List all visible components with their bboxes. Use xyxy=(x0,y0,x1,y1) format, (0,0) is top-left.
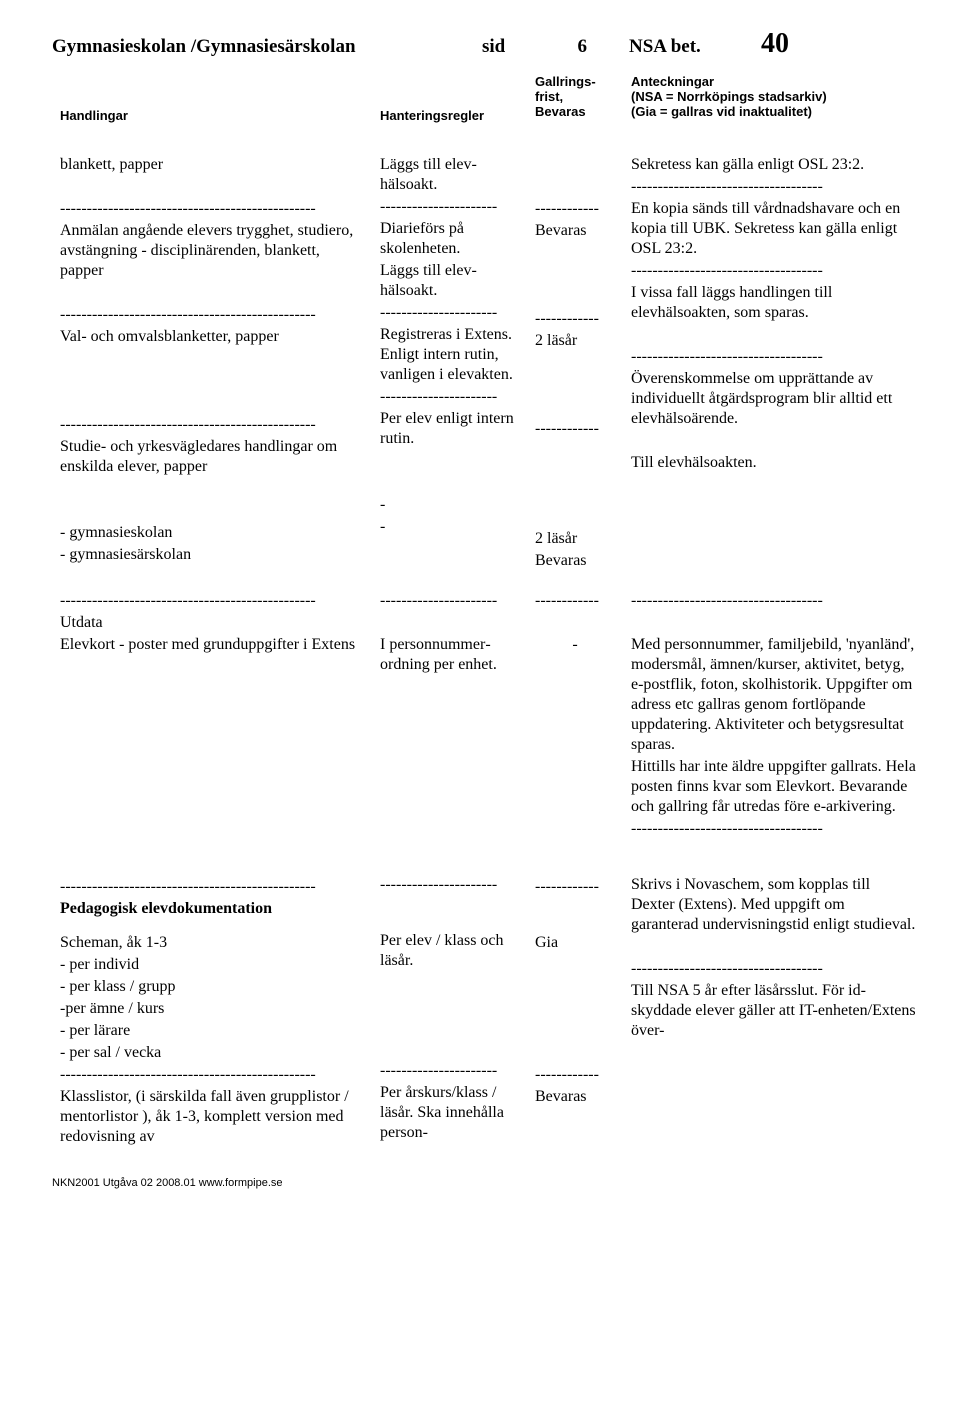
r8c4: Till NSA 5 år efter läsårsslut. För id-s… xyxy=(631,981,916,1041)
r7c1f: - per sal / vecka xyxy=(60,1043,364,1063)
r7c1d: -per ämne / kurs xyxy=(60,999,364,1019)
r7c1b: - per individ xyxy=(60,955,364,975)
dash: ---------------------- xyxy=(380,875,519,895)
dash: ------------ xyxy=(535,1065,615,1085)
dash: ---------------------- xyxy=(380,591,519,611)
header-row: Handlingar Hanteringsregler Gallrings- f… xyxy=(52,66,924,145)
dash: ----------------------------------------… xyxy=(60,199,364,219)
c4-2: ------------------------------------ Med… xyxy=(623,581,924,1157)
r4c1b: - gymnasieskolan xyxy=(60,523,364,543)
dash: ------------ xyxy=(535,309,615,329)
r1c4: Sekretess kan gälla enligt OSL 23:2. xyxy=(631,155,916,175)
h4c: (Gia = gallras vid inaktualitet) xyxy=(631,104,916,119)
dash: ------------ xyxy=(535,877,615,897)
r2c2b: Läggs till elev­hälsoakt. xyxy=(380,261,519,301)
dash: ------------------------------------ xyxy=(631,177,916,197)
r4c3b: 2 läsår xyxy=(535,529,615,549)
dash: ----------------------------------------… xyxy=(60,877,364,897)
h4b: (NSA = Norrköpings stadsarkiv) xyxy=(631,89,916,104)
dash: ---------------------- xyxy=(380,197,519,217)
h3c: Bevaras xyxy=(535,104,615,119)
h2: Hanteringsregler xyxy=(380,108,484,123)
r8c1: Klasslistor, (i särskilda fall även grup… xyxy=(60,1087,364,1147)
r4c2c: - xyxy=(380,517,519,537)
nsa-label: NSA bet. xyxy=(629,36,759,58)
r4c1c: - gymnasiesärskolan xyxy=(60,545,364,565)
r5c1a: Utdata xyxy=(60,613,364,633)
r4c3c: Bevaras xyxy=(535,551,615,571)
footer-text: NKN2001 Utgåva 02 2008.01 www.formpipe.s… xyxy=(52,1177,924,1189)
h3a: Gallrings- xyxy=(535,74,615,89)
r8c3: Bevaras xyxy=(535,1087,615,1107)
body-row-2: ----------------------------------------… xyxy=(52,581,924,1157)
r4c4a: Överenskommelse om upp­rättande av indiv… xyxy=(631,369,916,429)
h4a: Anteckningar xyxy=(631,74,916,89)
col-anteckningar: Anteckningar (NSA = Norrköpings stadsark… xyxy=(623,66,924,145)
col-hanteringsregler: Hanteringsregler xyxy=(372,66,527,145)
c2-1: Läggs till elev­hälsoakt. --------------… xyxy=(372,145,527,581)
sid-label: sid xyxy=(482,36,537,58)
r5c2: I personnummer­ordning per enhet. xyxy=(380,635,519,675)
dash: ----------------------------------------… xyxy=(60,1065,364,1085)
c1-2: ----------------------------------------… xyxy=(52,581,372,1157)
r2c4: En kopia sänds till vårdnads­havare och … xyxy=(631,199,916,259)
r7c1c: - per klass / grupp xyxy=(60,977,364,997)
r5c1b: Elevkort - poster med grunduppgifter i E… xyxy=(60,635,364,655)
r3c1: Val- och omvalsblanketter, papper xyxy=(60,327,364,347)
dash: ------------------------------------ xyxy=(631,819,916,839)
col-gallrings: Gallrings- frist, Bevaras xyxy=(527,66,623,145)
col-handlingar: Handlingar xyxy=(52,66,372,145)
c1-1: blankett, papper -----------------------… xyxy=(52,145,372,581)
dash: ----------------------------------------… xyxy=(60,591,364,611)
r6c1: Pedagogisk elevdokumentation xyxy=(60,899,364,919)
c3-1: ------------ Bevaras ------------ 2 läså… xyxy=(527,145,623,581)
r5c3: - xyxy=(535,635,615,655)
r4c2b: - xyxy=(380,495,519,515)
r3c2: Registreras i Ex­tens. Enligt intern rut… xyxy=(380,325,519,385)
dash: ------------------------------------ xyxy=(631,347,916,367)
h1: Handlingar xyxy=(60,108,128,123)
r4c2a: Per elev enligt intern rutin. xyxy=(380,409,519,449)
dash: ----------------------------------------… xyxy=(60,415,364,435)
c2-2: ---------------------- I personnummer­or… xyxy=(372,581,527,1157)
body-row-1: blankett, papper -----------------------… xyxy=(52,145,924,581)
dash: ----------------------------------------… xyxy=(60,305,364,325)
r2c2a: Diarieförs på skolenheten. xyxy=(380,219,519,259)
r5bc4: Hittills har inte äldre uppgifter gallra… xyxy=(631,757,916,817)
dash: ---------------------- xyxy=(380,387,519,407)
r7c4: Skrivs i Novaschem, som kopplas till Dex… xyxy=(631,875,916,935)
r7c1a: Scheman, åk 1-3 xyxy=(60,933,364,953)
r7c2: Per elev / klass och läsår. xyxy=(380,931,519,971)
dash: ------------------------------------ xyxy=(631,591,916,611)
page-title-bar: Gymnasieskolan /Gymnasiesärskolan sid 6 … xyxy=(52,28,924,60)
main-table: Handlingar Hanteringsregler Gallrings- f… xyxy=(52,66,924,1157)
dash: ------------ xyxy=(535,199,615,219)
r3c4: I vissa fall läggs handlingen till elevh… xyxy=(631,283,916,323)
r4c1a: Studie- och yrkesvägledares handlingar o… xyxy=(60,437,364,477)
r7c3: Gia xyxy=(535,933,615,953)
r1c2: Läggs till elev­hälsoakt. xyxy=(380,155,519,195)
r2c3: Bevaras xyxy=(535,221,615,241)
h3b: frist, xyxy=(535,89,615,104)
r2c1: Anmälan angående elevers trygghet, studi… xyxy=(60,221,364,281)
dash: ------------------------------------ xyxy=(631,261,916,281)
c4-1: Sekretess kan gälla enligt OSL 23:2. ---… xyxy=(623,145,924,581)
big-number: 40 xyxy=(761,28,789,60)
title-left: Gymnasieskolan /Gymnasiesärskolan xyxy=(52,36,482,58)
dash: ---------------------- xyxy=(380,303,519,323)
r4c4c: Till elevhälsoakten. xyxy=(631,453,916,473)
dash: ---------------------- xyxy=(380,1061,519,1081)
page-number: 6 xyxy=(537,36,587,58)
r8c2: Per årskurs/klass / läsår. Ska inne­håll… xyxy=(380,1083,519,1143)
r1c1: blankett, papper xyxy=(60,155,364,175)
r3c3: 2 läsår xyxy=(535,331,615,351)
dash: ------------------------------------ xyxy=(631,959,916,979)
c3-2: ------------ - ------------ Gia --------… xyxy=(527,581,623,1157)
dash: ------------ xyxy=(535,591,615,611)
dash: ------------ xyxy=(535,419,615,439)
r5c4: Med personnummer, familje­bild, 'nyanlän… xyxy=(631,635,916,755)
r7c1e: - per lärare xyxy=(60,1021,364,1041)
